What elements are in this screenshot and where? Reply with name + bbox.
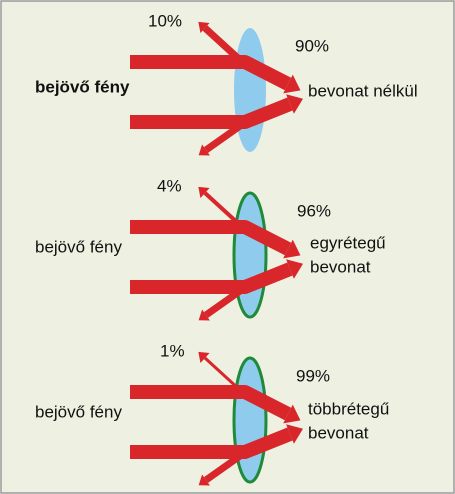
lens <box>234 358 266 482</box>
diagram: 10% 90% bejövő fény bevonat nélkül 4% 96% bejö… <box>0 0 455 494</box>
reflected-percent: 1% <box>160 341 185 360</box>
lens <box>234 28 266 152</box>
reflected-percent: 4% <box>157 176 182 195</box>
coating-label: bevonat nélkül <box>308 81 418 100</box>
transmitted-percent: 96% <box>297 201 331 220</box>
transmitted-percent: 90% <box>295 36 329 55</box>
incoming-light-label: bejövő fény <box>35 77 130 96</box>
reflected-percent: 10% <box>148 11 182 30</box>
incoming-light-label: bejövő fény <box>35 402 122 421</box>
coating-label: bevonat <box>308 423 369 442</box>
transmitted-percent: 99% <box>296 366 330 385</box>
coating-label: többrétegű <box>308 399 389 418</box>
incoming-light-label: bejövő fény <box>35 237 122 256</box>
lens <box>234 193 266 317</box>
coating-label: egyrétegű <box>310 233 386 252</box>
coating-label: bevonat <box>310 257 371 276</box>
